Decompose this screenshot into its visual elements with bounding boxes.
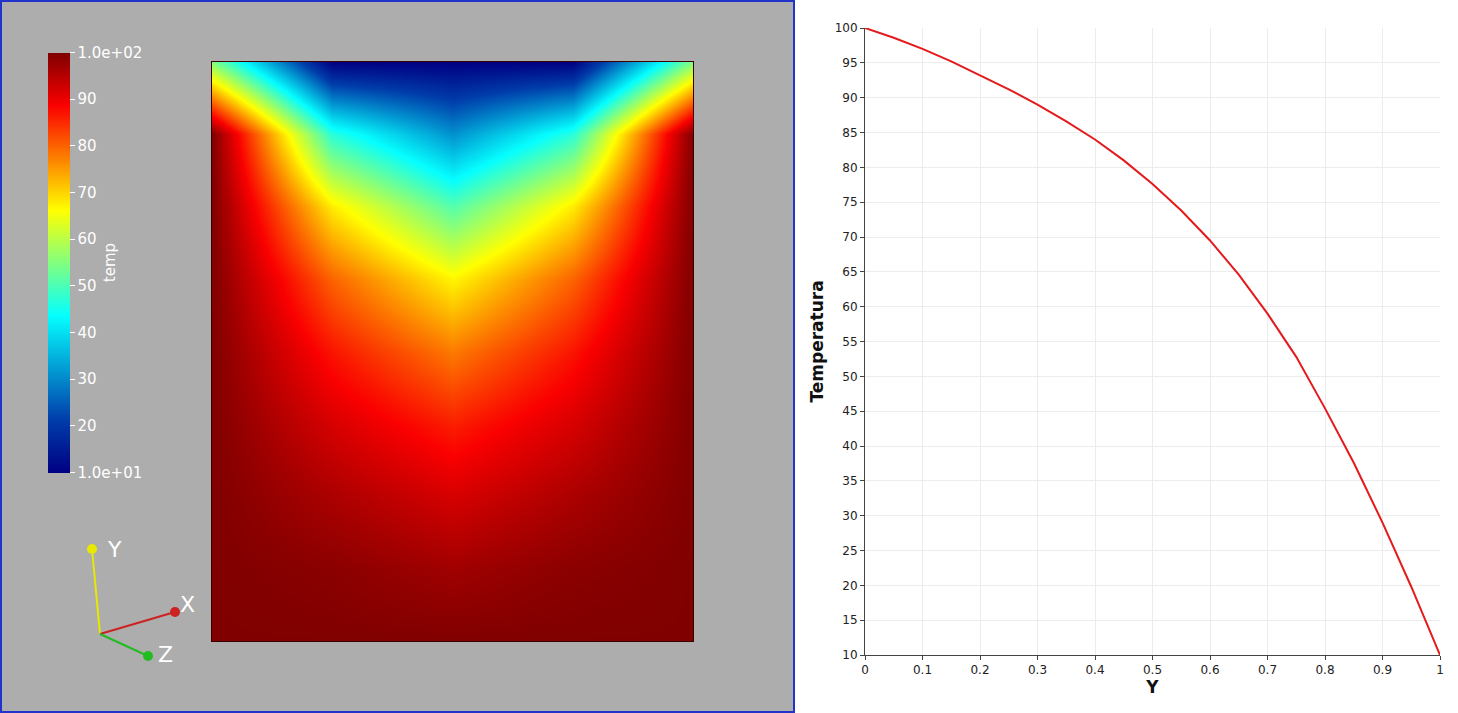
svg-text:Y: Y: [1145, 677, 1159, 697]
svg-text:0.7: 0.7: [1258, 663, 1277, 677]
svg-text:70: 70: [842, 230, 857, 244]
svg-text:20: 20: [842, 579, 857, 593]
svg-text:0.6: 0.6: [1200, 663, 1219, 677]
svg-text:40: 40: [842, 439, 857, 453]
svg-text:60: 60: [78, 230, 97, 248]
svg-text:90: 90: [842, 91, 857, 105]
svg-text:70: 70: [78, 184, 97, 202]
svg-text:15: 15: [842, 613, 857, 627]
svg-text:100: 100: [835, 21, 858, 35]
svg-text:0: 0: [861, 663, 869, 677]
svg-text:30: 30: [842, 509, 857, 523]
svg-text:25: 25: [842, 544, 857, 558]
svg-text:60: 60: [842, 300, 857, 314]
svg-text:75: 75: [842, 195, 857, 209]
svg-text:55: 55: [842, 335, 857, 349]
svg-text:50: 50: [842, 370, 857, 384]
svg-text:0.4: 0.4: [1085, 663, 1104, 677]
svg-text:10: 10: [842, 648, 857, 662]
svg-text:1.0e+02: 1.0e+02: [78, 44, 143, 62]
svg-text:0.2: 0.2: [970, 663, 989, 677]
svg-text:Temperatura: Temperatura: [807, 280, 827, 402]
svg-text:85: 85: [842, 126, 857, 140]
svg-text:80: 80: [842, 161, 857, 175]
svg-text:0.8: 0.8: [1315, 663, 1334, 677]
svg-text:1: 1: [1436, 663, 1444, 677]
svg-text:30: 30: [78, 370, 97, 388]
svg-text:20: 20: [78, 417, 97, 435]
svg-text:Z: Z: [158, 642, 173, 667]
svg-text:1.0e+01: 1.0e+01: [78, 464, 143, 482]
svg-text:X: X: [180, 592, 195, 617]
svg-text:0.9: 0.9: [1373, 663, 1392, 677]
svg-text:35: 35: [842, 474, 857, 488]
svg-text:65: 65: [842, 265, 857, 279]
svg-text:0.5: 0.5: [1143, 663, 1162, 677]
svg-text:50: 50: [78, 277, 97, 295]
svg-text:0.1: 0.1: [913, 663, 932, 677]
svg-text:95: 95: [842, 56, 857, 70]
svg-text:80: 80: [78, 137, 97, 155]
svg-text:90: 90: [78, 90, 97, 108]
svg-text:45: 45: [842, 404, 857, 418]
svg-text:temp: temp: [101, 243, 119, 282]
svg-text:40: 40: [78, 324, 97, 342]
svg-text:Y: Y: [107, 537, 122, 562]
svg-text:0.3: 0.3: [1028, 663, 1047, 677]
